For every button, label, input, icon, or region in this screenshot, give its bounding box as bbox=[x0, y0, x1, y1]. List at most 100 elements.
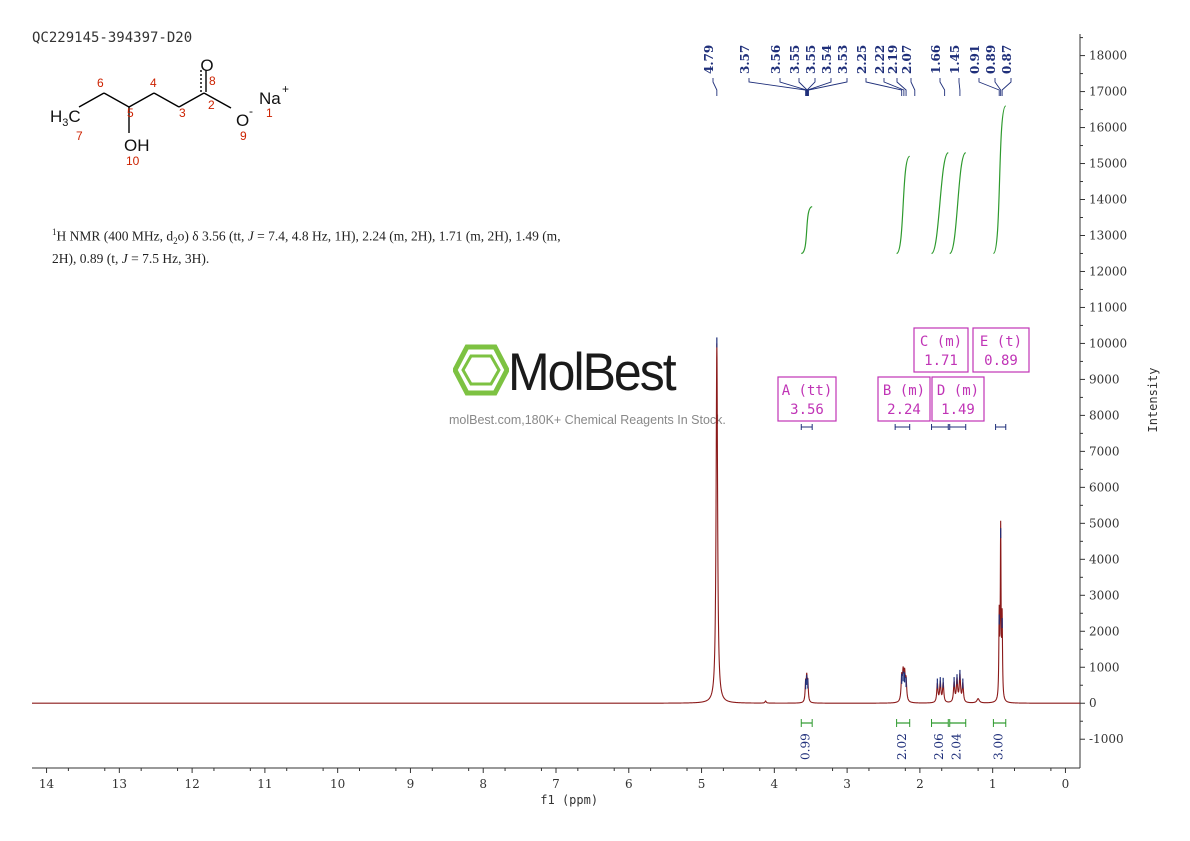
peak-label-leader bbox=[808, 78, 848, 96]
multiplet-label: D (m) bbox=[937, 383, 979, 399]
peak-label-leader bbox=[748, 78, 807, 96]
peak-label: 3.56 bbox=[769, 45, 783, 74]
x-tick-label: 9 bbox=[407, 777, 415, 791]
y-tick-label: 7000 bbox=[1089, 444, 1120, 458]
x-tick-label: 11 bbox=[257, 777, 272, 791]
y-tick-label: 6000 bbox=[1089, 480, 1120, 494]
atom-number-3: 3 bbox=[179, 106, 186, 120]
peak-label: 0.91 bbox=[968, 45, 982, 74]
multiplet-box: B (m) 2.24 bbox=[877, 376, 931, 430]
atom-number-10: 10 bbox=[126, 154, 140, 168]
atom-number-9: 9 bbox=[240, 129, 247, 143]
peak-label-leader bbox=[939, 78, 946, 96]
atom-numbers: 7 6 5 4 3 2 8 9 1 10 bbox=[76, 74, 273, 168]
x-tick-label: 7 bbox=[552, 777, 560, 791]
atom-number-5: 5 bbox=[127, 106, 134, 120]
anion-oxygen-label: O bbox=[236, 111, 249, 130]
x-tick-label: 1 bbox=[989, 777, 997, 791]
y-tick-label: 11000 bbox=[1089, 300, 1127, 314]
peak-label-leader bbox=[910, 78, 916, 96]
peak-label: 1.66 bbox=[929, 45, 943, 74]
peak-label-leader bbox=[978, 78, 1000, 96]
sample-id: QC229145-394397-D20 bbox=[32, 30, 193, 46]
spectrum-line bbox=[32, 343, 1080, 704]
multiplet-shift: 3.56 bbox=[790, 402, 824, 418]
y-tick-label: 5000 bbox=[1089, 516, 1120, 530]
peak-label: 3.54 bbox=[820, 45, 834, 74]
x-tick-label: 12 bbox=[184, 777, 199, 791]
x-tick-label: 0 bbox=[1062, 777, 1070, 791]
peak-label-leader bbox=[994, 78, 1002, 96]
peak-label: 3.53 bbox=[836, 45, 850, 74]
atom-number-6: 6 bbox=[97, 76, 104, 90]
multiplet-frame bbox=[972, 327, 1030, 373]
multiplet-shift: 1.49 bbox=[941, 402, 975, 418]
y-tick-label: 4000 bbox=[1089, 552, 1120, 566]
peak-labels: 4.79 3.57 3.56 3.55 3.55 3.54 3.53 2.25 2.22 2.19… bbox=[702, 45, 1014, 96]
multiplet-frame bbox=[877, 376, 931, 422]
x-tick-label: 14 bbox=[39, 777, 55, 791]
multiplet-label: C (m) bbox=[920, 334, 962, 350]
y-tick-label: 1000 bbox=[1089, 660, 1120, 674]
peak-label: 3.55 bbox=[788, 45, 802, 74]
x-tick-label: 5 bbox=[698, 777, 706, 791]
watermark-brand: MolBest bbox=[508, 342, 677, 402]
multiplet-label: B (m) bbox=[883, 383, 925, 399]
y-tick-label: 17000 bbox=[1089, 85, 1127, 99]
multiplet-label: A (tt) bbox=[782, 383, 833, 399]
integral-curves bbox=[800, 105, 1007, 255]
integral-value: 2.04 bbox=[950, 733, 964, 760]
y-tick-label: 12000 bbox=[1089, 264, 1127, 278]
x-tick-label: 2 bbox=[916, 777, 924, 791]
peak-label: 0.87 bbox=[1000, 45, 1014, 74]
y-tick-label: 10000 bbox=[1089, 336, 1127, 350]
y-tick-label: 13000 bbox=[1089, 228, 1127, 242]
spectrum-trace bbox=[32, 337, 1080, 704]
atom-number-4: 4 bbox=[150, 76, 157, 90]
x-tick-label: 3 bbox=[843, 777, 851, 791]
peak-label: 1.45 bbox=[948, 45, 962, 74]
peak-label-leader bbox=[807, 78, 832, 96]
atom-number-2: 2 bbox=[208, 98, 215, 112]
peak-label-leader bbox=[865, 78, 903, 96]
molbest-logo-icon bbox=[453, 344, 509, 396]
integral-value: 2.02 bbox=[895, 733, 909, 760]
carbonyl-oxygen-label: O bbox=[200, 56, 213, 75]
x-tick-label: 10 bbox=[330, 777, 345, 791]
plot-axes: 14 13 12 11 10 9 8 7 6 5 4 3 2 1 0f1 (ppm)-10000100020… bbox=[32, 34, 1160, 807]
y-tick-label: 9000 bbox=[1089, 372, 1120, 386]
sodium-label: Na bbox=[259, 89, 281, 108]
multiplet-shift: 2.24 bbox=[887, 402, 921, 418]
peak-label: 2.22 bbox=[873, 45, 887, 74]
chemical-structure: H3C O O - Na + OH 7 6 5 4 3 2 8 9 1 10 bbox=[50, 56, 289, 168]
peak-label-leader bbox=[806, 78, 816, 96]
peak-label-leader bbox=[958, 78, 961, 96]
y-tick-label: 14000 bbox=[1089, 193, 1127, 207]
multiplet-box: D (m) 1.49 bbox=[931, 376, 985, 430]
h3c-label: H3C bbox=[50, 107, 81, 129]
integral-value: 2.06 bbox=[932, 733, 946, 760]
x-axis-label: f1 (ppm) bbox=[540, 793, 598, 807]
peak-label: 2.07 bbox=[900, 45, 914, 74]
integral-curve bbox=[800, 206, 813, 255]
peak-label-leader bbox=[1001, 78, 1012, 96]
y-tick-label: -1000 bbox=[1089, 732, 1124, 746]
peak-label-leader bbox=[712, 78, 718, 96]
atom-number-1: 1 bbox=[266, 106, 273, 120]
anion-charge: - bbox=[249, 104, 253, 118]
peak-label-leader bbox=[883, 78, 905, 96]
integral-value: 0.99 bbox=[799, 733, 813, 760]
multiplet-frame bbox=[777, 376, 837, 422]
peak-label: 0.89 bbox=[984, 45, 998, 74]
peak-label: 4.79 bbox=[702, 45, 716, 74]
y-axis-label: Intensity bbox=[1146, 367, 1160, 432]
y-tick-label: 16000 bbox=[1089, 121, 1127, 135]
atom-number-7: 7 bbox=[76, 129, 83, 143]
y-tick-label: 0 bbox=[1089, 696, 1097, 710]
y-tick-label: 8000 bbox=[1089, 408, 1120, 422]
peak-label: 3.57 bbox=[738, 45, 752, 74]
multiplet-box: A (tt) 3.56 bbox=[777, 376, 837, 430]
nmr-description: 1H NMR (400 MHz, d2o) δ 3.56 (tt, J = 7.… bbox=[52, 227, 561, 267]
